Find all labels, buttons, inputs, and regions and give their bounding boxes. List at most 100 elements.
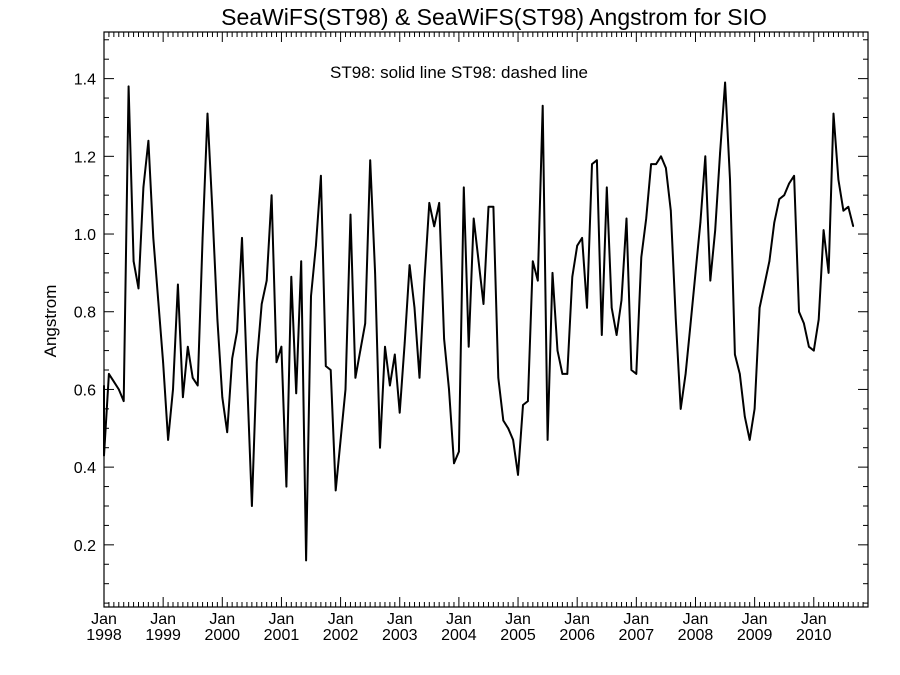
data-point xyxy=(196,384,199,387)
data-point xyxy=(275,361,278,364)
y-tick-label: 1.0 xyxy=(74,227,96,244)
x-tick-year-label: 2000 xyxy=(204,627,240,644)
data-point xyxy=(113,380,115,383)
data-point xyxy=(162,361,164,364)
x-tick-month-label: Jan xyxy=(150,611,176,628)
data-point xyxy=(709,279,712,282)
data-point xyxy=(182,396,184,399)
data-point xyxy=(694,272,697,274)
data-point xyxy=(157,299,159,301)
data-point xyxy=(689,322,692,325)
data-point xyxy=(255,361,258,364)
data-point xyxy=(226,431,228,434)
data-point xyxy=(561,373,564,375)
x-tick-year-label: 2002 xyxy=(323,627,359,644)
data-point xyxy=(137,287,140,290)
x-tick-month-label: Jan xyxy=(505,611,531,628)
data-point xyxy=(216,318,219,321)
data-point xyxy=(472,217,475,220)
data-point xyxy=(482,303,485,305)
data-point xyxy=(152,237,155,239)
data-point xyxy=(467,345,470,348)
data-point xyxy=(418,377,421,379)
data-point xyxy=(206,112,209,115)
data-point xyxy=(132,260,135,263)
x-tick-month-label: Jan xyxy=(564,611,590,628)
data-point xyxy=(758,307,761,309)
data-point xyxy=(541,105,544,107)
data-point xyxy=(463,186,465,189)
data-point xyxy=(290,276,293,278)
y-axis-label: Angstrom xyxy=(41,285,60,358)
data-point xyxy=(734,353,736,356)
data-point xyxy=(285,485,288,488)
data-point xyxy=(739,373,741,375)
data-point xyxy=(798,310,800,313)
series-group xyxy=(103,81,855,562)
data-point xyxy=(241,237,243,239)
data-point xyxy=(768,260,771,263)
data-point xyxy=(517,474,519,476)
data-point xyxy=(295,392,298,395)
data-point xyxy=(660,155,662,158)
data-point xyxy=(601,334,603,336)
data-point xyxy=(522,404,524,406)
data-point xyxy=(167,439,169,441)
data-point xyxy=(300,260,303,263)
x-tick-year-label: 2006 xyxy=(559,627,595,644)
data-point xyxy=(620,299,623,301)
data-point xyxy=(315,244,317,247)
data-point xyxy=(172,388,174,391)
data-point xyxy=(325,365,327,367)
data-point xyxy=(187,345,189,348)
data-point xyxy=(251,505,253,507)
data-point xyxy=(359,349,362,352)
y-tick-label: 0.4 xyxy=(74,460,96,477)
x-tick-month-label: Jan xyxy=(91,611,117,628)
data-point xyxy=(394,353,396,356)
data-point xyxy=(310,295,312,298)
data-point xyxy=(127,85,130,88)
data-point xyxy=(177,283,179,286)
data-point xyxy=(675,318,677,321)
data-point xyxy=(270,194,273,196)
x-tick-year-label: 2001 xyxy=(264,627,300,644)
data-point xyxy=(556,349,559,352)
x-tick-month-label: Jan xyxy=(623,611,649,628)
data-point xyxy=(724,81,726,84)
data-point xyxy=(630,369,633,371)
data-point xyxy=(699,221,702,224)
data-point xyxy=(793,175,795,177)
data-point xyxy=(852,225,854,228)
data-point xyxy=(670,209,672,212)
data-point xyxy=(610,307,613,309)
y-tick-label: 0.6 xyxy=(74,382,96,399)
data-point xyxy=(729,178,731,181)
data-point xyxy=(625,217,628,220)
y-tick-label: 0.8 xyxy=(74,305,96,322)
data-point xyxy=(147,140,150,142)
data-point xyxy=(369,159,372,161)
data-point xyxy=(142,186,145,189)
data-point xyxy=(458,450,460,453)
data-point xyxy=(576,244,578,247)
data-point xyxy=(847,206,850,208)
data-point xyxy=(650,163,652,165)
data-point xyxy=(551,272,554,274)
data-point xyxy=(596,159,598,161)
data-point xyxy=(537,279,539,282)
data-point xyxy=(773,221,776,224)
data-point xyxy=(448,388,450,391)
data-point xyxy=(645,217,647,220)
data-point xyxy=(231,357,233,360)
data-point xyxy=(606,186,608,189)
plot-frame-rect xyxy=(103,31,869,608)
x-tick-year-label: 2007 xyxy=(619,627,655,644)
data-point xyxy=(837,178,840,181)
data-point xyxy=(497,377,500,379)
y-axis: 0.2 0.4 0.6 0.8 1.0 1.2 1.4 xyxy=(74,39,868,604)
data-point xyxy=(714,229,716,231)
data-point xyxy=(832,112,835,115)
data-point xyxy=(487,206,490,208)
